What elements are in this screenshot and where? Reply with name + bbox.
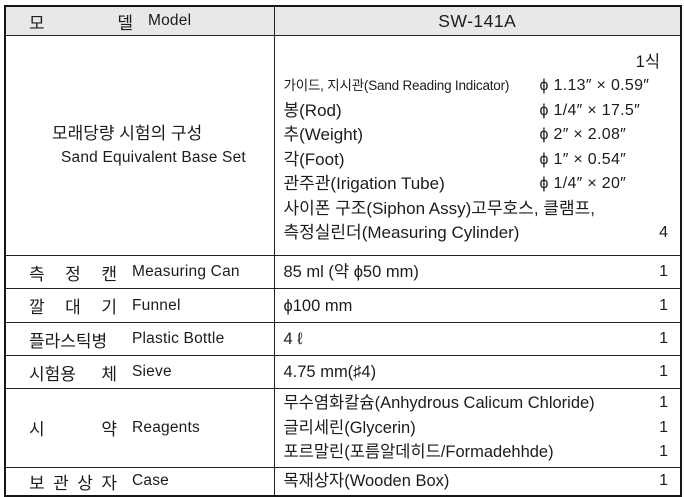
- row-label-en: Case: [132, 472, 169, 490]
- row-label-ko: 깔 대 기: [29, 298, 117, 317]
- row-qty: 1: [659, 296, 668, 314]
- reagent-line: 포르말린(포름알데히드/Formadehhde) 1: [275, 440, 680, 465]
- row-label-cell: 시 약 Reagents: [4, 388, 275, 468]
- row-value: ϕ100 mm: [283, 296, 353, 315]
- table-row-plastic-bottle: 플라스틱병 Plastic Bottle 4 ℓ 1: [4, 322, 682, 356]
- row-label-ko: 측 정 캔: [29, 264, 117, 284]
- row-label-ko: 시 약: [29, 420, 117, 440]
- table-row-base-set: 모래당량 시험의 구성 Sand Equivalent Base Set 1식 …: [4, 35, 682, 256]
- siphon-line: 사이폰 구조(Siphon Assy)고무호스, 클램프,: [284, 197, 671, 222]
- item-size: ϕ 1/4″ × 20″: [539, 175, 627, 192]
- table-row-reagents: 시 약 Reagents 무수염화칼슘(Anhydrous Calicum Ch…: [4, 388, 682, 468]
- reagents-value-cell: 무수염화칼슘(Anhydrous Calicum Chloride) 1 글리세…: [273, 388, 682, 468]
- base-set-label-cell: 모래당량 시험의 구성 Sand Equivalent Base Set: [4, 35, 275, 256]
- model-value: SW-141A: [273, 5, 682, 36]
- item-qty: 4: [659, 224, 668, 241]
- base-set-value-cell: 1식 가이드, 지시관(Sand Reading Indicator) ϕ 1.…: [273, 35, 682, 256]
- item-name: 봉(Rod): [283, 100, 342, 120]
- row-value-cell: 85 ml (약 ϕ50 mm) 1: [273, 255, 682, 289]
- row-label-ko: 플라스틱병: [29, 331, 108, 351]
- item-size: ϕ 2″ × 2.08″: [539, 126, 627, 143]
- item-name: 사이폰 구조(Siphon Assy)고무호스, 클램프,: [283, 198, 595, 218]
- reagent-name: 무수염화칼슘(Anhydrous Calicum Chloride): [283, 394, 595, 412]
- table-row-sieve: 시험용 체 Sieve 4.75 mm(♯4) 1: [4, 355, 682, 389]
- row-label-en: Plastic Bottle: [132, 330, 225, 347]
- row-label-en: Measuring Can: [132, 263, 240, 280]
- row-label-cell: 측 정 캔 Measuring Can: [4, 255, 275, 289]
- row-label-en: Sieve: [132, 363, 172, 380]
- item-name: 측정실린더(Measuring Cylinder): [283, 223, 520, 242]
- row-value: 4.75 mm(♯4): [283, 363, 377, 381]
- row-label-en: Funnel: [132, 296, 181, 314]
- row-value-cell: 4.75 mm(♯4) 1: [273, 355, 682, 389]
- row-label-ko: 보 관 상 자: [29, 473, 117, 493]
- table-row-model: 모 델 Model SW-141A: [4, 5, 682, 36]
- row-value: 4 ℓ: [283, 330, 303, 348]
- base-set-item: 관주관(Irigation Tube) ϕ 1/4″ × 20″: [284, 172, 671, 197]
- cylinder-line: 측정실린더(Measuring Cylinder) 4: [284, 221, 671, 246]
- row-qty: 1: [659, 363, 668, 380]
- reagent-line: 글리세린(Glycerin) 1: [275, 416, 680, 441]
- reagent-name: 글리세린(Glycerin): [283, 418, 416, 437]
- table-row-measuring-can: 측 정 캔 Measuring Can 85 ml (약 ϕ50 mm) 1: [4, 255, 682, 289]
- model-label-cell: 모 델 Model: [4, 5, 275, 36]
- base-set-label-ko: 모래당량 시험의 구성: [52, 123, 203, 143]
- row-value: 85 ml (약 ϕ50 mm): [283, 263, 419, 281]
- row-label-en: Reagents: [132, 418, 200, 436]
- item-size: ϕ 1.13″ × 0.59″: [539, 77, 650, 94]
- table-row-funnel: 깔 대 기 Funnel ϕ100 mm 1: [4, 288, 682, 323]
- row-value-cell: 4 ℓ 1: [273, 322, 682, 356]
- row-label-cell: 깔 대 기 Funnel: [4, 288, 275, 323]
- row-label-cell: 보 관 상 자 Case: [4, 466, 275, 497]
- model-label-en: Model: [148, 12, 192, 29]
- reagent-qty: 1: [659, 394, 668, 411]
- row-qty: 1: [659, 330, 668, 347]
- base-set-item: 가이드, 지시관(Sand Reading Indicator) ϕ 1.13″…: [284, 74, 671, 99]
- base-set-qty-line: 1식: [284, 50, 671, 75]
- reagent-qty: 1: [659, 418, 668, 436]
- item-size: ϕ 1″ × 0.54″: [539, 150, 627, 168]
- base-set-item: 추(Weight) ϕ 2″ × 2.08″: [284, 123, 671, 148]
- row-label-cell: 플라스틱병 Plastic Bottle: [4, 322, 275, 356]
- model-label-ko: 모 델: [29, 13, 133, 33]
- row-qty: 1: [659, 263, 668, 280]
- reagent-line: 무수염화칼슘(Anhydrous Calicum Chloride) 1: [275, 391, 680, 416]
- row-value-cell: ϕ100 mm 1: [273, 288, 682, 323]
- base-set-item: 봉(Rod) ϕ 1/4″ × 17.5″: [284, 99, 671, 124]
- item-name: 가이드, 지시관(Sand Reading Indicator): [283, 78, 510, 93]
- base-set-label-en: Sand Equivalent Base Set: [61, 148, 246, 166]
- spec-table: 모 델 Model SW-141A 모래당량 시험의 구성 Sand Equiv…: [4, 5, 682, 497]
- item-name: 각(Foot): [283, 149, 345, 169]
- table-row-case: 보 관 상 자 Case 목재상자(Wooden Box) 1: [4, 466, 682, 497]
- row-qty: 1: [659, 472, 668, 490]
- row-value-cell: 목재상자(Wooden Box) 1: [273, 466, 682, 497]
- base-set-qty: 1식: [635, 52, 660, 71]
- row-label-ko: 시험용 체: [29, 364, 117, 384]
- item-name: 추(Weight): [283, 125, 364, 144]
- row-value: 목재상자(Wooden Box): [283, 472, 450, 491]
- reagent-qty: 1: [659, 443, 668, 460]
- row-label-cell: 시험용 체 Sieve: [4, 355, 275, 389]
- item-name: 관주관(Irigation Tube): [283, 174, 445, 193]
- base-set-item: 각(Foot) ϕ 1″ × 0.54″: [284, 148, 671, 173]
- item-size: ϕ 1/4″ × 17.5″: [539, 101, 641, 119]
- reagent-name: 포르말린(포름알데히드/Formadehhde): [283, 443, 554, 461]
